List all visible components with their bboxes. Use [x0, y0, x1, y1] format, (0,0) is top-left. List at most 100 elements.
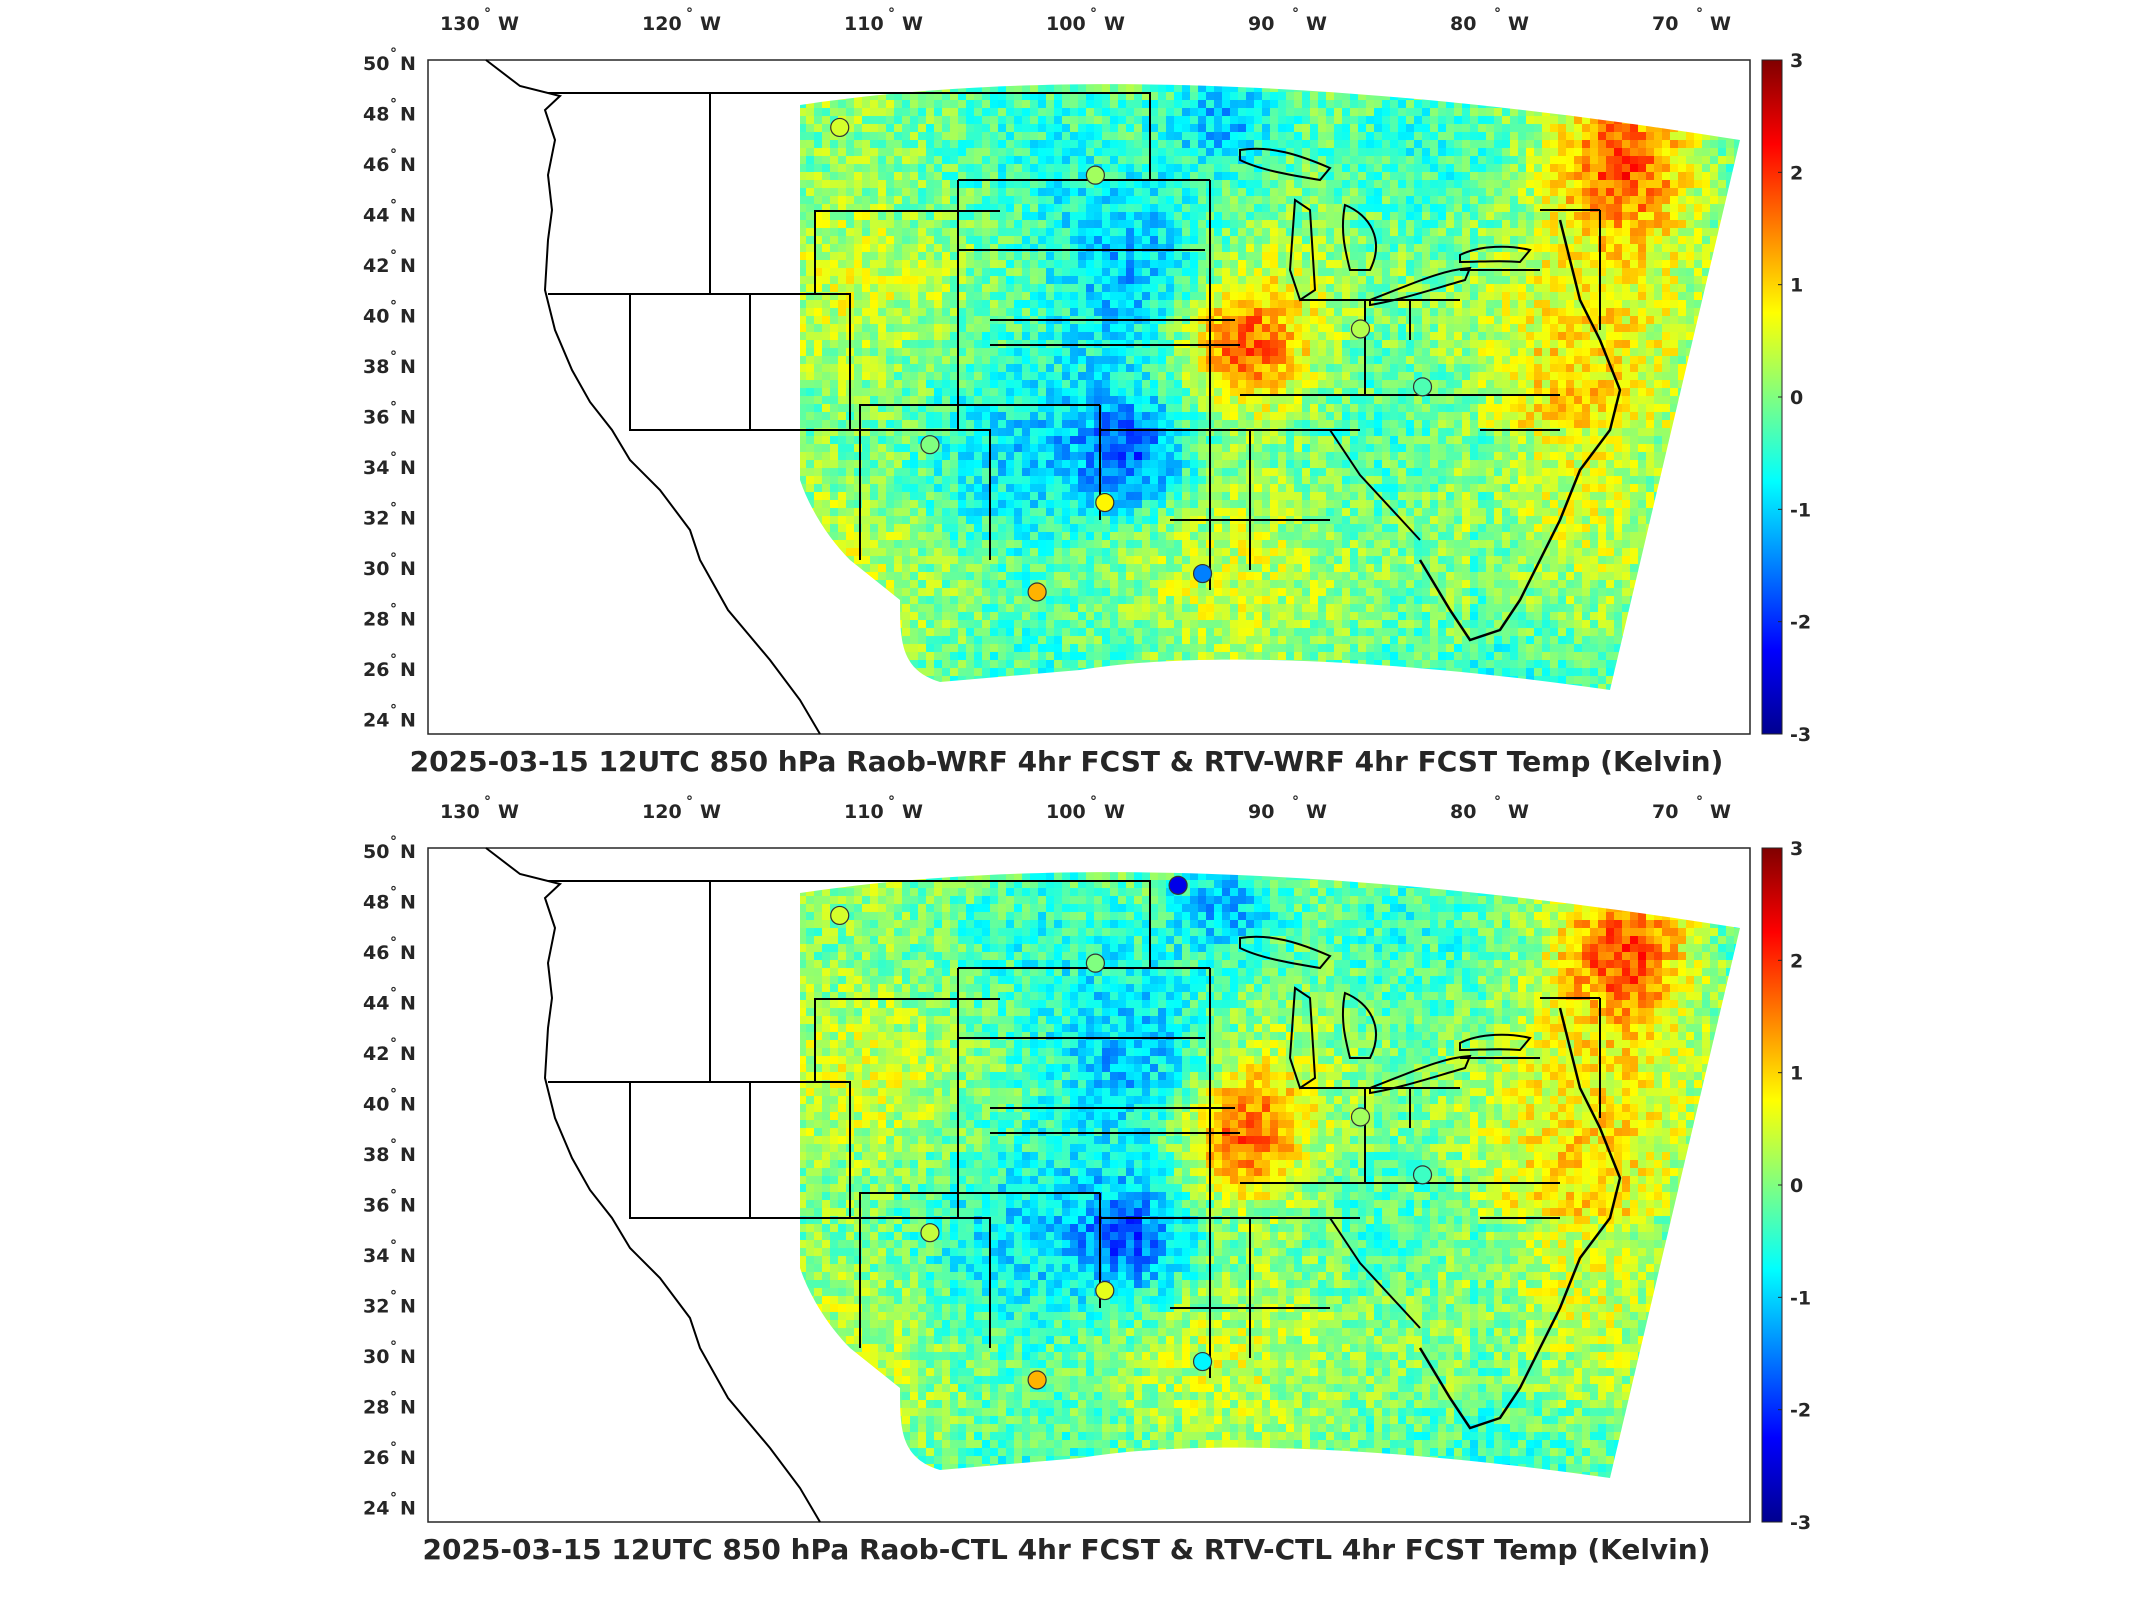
raob-stations: [830, 117, 1433, 602]
raob-station-marker: [1095, 492, 1115, 513]
degree-mark: °: [390, 97, 397, 113]
degree-mark: °: [484, 794, 491, 810]
lat-tick-label: 26: [363, 1447, 389, 1469]
lon-tick-label: 90: [1248, 801, 1274, 823]
degree-mark: °: [390, 46, 397, 62]
lon-hemisphere: W: [1508, 13, 1529, 35]
lon-tick-label: 110: [844, 13, 884, 35]
degree-mark: °: [390, 703, 397, 719]
lat-hemisphere: N: [400, 306, 416, 328]
degree-mark: °: [1292, 6, 1299, 22]
degree-mark: °: [390, 248, 397, 264]
colorbar-tick-label: 1: [1790, 1063, 1803, 1085]
lat-tick-label: 36: [363, 407, 389, 429]
raob-station-marker: [1085, 165, 1106, 185]
lat-tick-label: 28: [363, 1397, 389, 1419]
lon-tick-label: 90: [1248, 13, 1274, 35]
degree-mark: °: [390, 1390, 397, 1406]
raob-station-marker: [1192, 1351, 1213, 1372]
lon-hemisphere: W: [1104, 801, 1125, 823]
lat-tick-label: 32: [363, 508, 389, 530]
raob-station-marker: [1412, 1165, 1433, 1185]
lon-hemisphere: W: [1306, 13, 1327, 35]
state-boundaries: [485, 59, 1601, 735]
lat-tick-label: 48: [363, 104, 389, 126]
east-coastline: [1418, 1007, 1622, 1430]
lon-tick-label: 130: [440, 13, 480, 35]
colorbar-tick-label: -1: [1790, 1287, 1811, 1309]
lon-hemisphere: W: [1710, 801, 1731, 823]
lat-tick-label: 40: [363, 306, 389, 328]
lat-tick-label: 40: [363, 1094, 389, 1116]
lat-hemisphere: N: [400, 1195, 416, 1217]
temperature-difference-field: [800, 84, 1740, 691]
lat-tick-label: 44: [363, 205, 389, 227]
raob-station-marker: [1192, 563, 1213, 584]
degree-mark: °: [1696, 6, 1703, 22]
lat-hemisphere: N: [400, 710, 416, 732]
lon-tick-label: 100: [1046, 801, 1086, 823]
raob-station-marker: [830, 905, 850, 926]
raob-station-marker: [1350, 319, 1371, 339]
raob-station-marker: [920, 1223, 940, 1243]
state-boundaries: [485, 847, 1601, 1523]
lat-tick-label: 24: [363, 1498, 389, 1520]
lat-tick-label: 30: [363, 558, 389, 580]
raob-station-marker: [1168, 875, 1188, 895]
lat-tick-label: 42: [363, 1043, 389, 1065]
lat-hemisphere: N: [400, 1397, 416, 1419]
east-coastline: [1418, 219, 1622, 642]
lat-hemisphere: N: [400, 1346, 416, 1368]
great-lakes: [1239, 935, 1532, 1095]
lat-hemisphere: N: [400, 1094, 416, 1116]
degree-mark: °: [390, 400, 397, 416]
lon-tick-label: 100: [1046, 13, 1086, 35]
lat-hemisphere: N: [400, 841, 416, 863]
lat-hemisphere: N: [400, 942, 416, 964]
raob-station-marker: [920, 435, 940, 455]
lat-tick-label: 50: [363, 53, 389, 75]
lat-hemisphere: N: [400, 1296, 416, 1318]
degree-mark: °: [390, 1137, 397, 1153]
lon-hemisphere: W: [1508, 801, 1529, 823]
raob-station-marker: [1412, 377, 1433, 397]
lat-hemisphere: N: [400, 558, 416, 580]
degree-mark: °: [390, 1491, 397, 1507]
degree-mark: °: [1090, 6, 1097, 22]
degree-mark: °: [686, 6, 693, 22]
lat-hemisphere: N: [400, 659, 416, 681]
colorbar-tick-label: -3: [1790, 724, 1811, 746]
raob-stations: [830, 875, 1433, 1390]
map-svg-bottom: 130 ° W 120 ° W 110 ° W 100 ° W 90 ° W 80 ° W 70 ° W50 ° N48 ° N…: [363, 794, 1811, 1534]
lat-tick-label: 38: [363, 1144, 389, 1166]
lat-tick-label: 46: [363, 154, 389, 176]
degree-mark: °: [390, 1087, 397, 1103]
lat-tick-label: 44: [363, 993, 389, 1015]
lat-hemisphere: N: [400, 609, 416, 631]
temperature-difference-field: [800, 872, 1740, 1479]
colorbar-tick-label: -1: [1790, 499, 1811, 521]
lon-hemisphere: W: [700, 13, 721, 35]
raob-station-marker: [830, 117, 850, 138]
lon-hemisphere: W: [902, 13, 923, 35]
lat-hemisphere: N: [400, 1144, 416, 1166]
lon-hemisphere: W: [1710, 13, 1731, 35]
lon-tick-label: 110: [844, 801, 884, 823]
lon-tick-label: 120: [642, 13, 682, 35]
colorbar-tick-label: -3: [1790, 1512, 1811, 1534]
lat-hemisphere: N: [400, 104, 416, 126]
degree-mark: °: [390, 986, 397, 1002]
colorbar-tick-label: -2: [1790, 1400, 1811, 1422]
lon-hemisphere: W: [1104, 13, 1125, 35]
degree-mark: °: [390, 450, 397, 466]
panel-title-top: 2025-03-15 12UTC 850 hPa Raob-WRF 4hr FC…: [0, 745, 2133, 778]
degree-mark: °: [390, 1289, 397, 1305]
raob-station-marker: [1027, 1370, 1047, 1390]
map-panel-top: 130 ° W 120 ° W 110 ° W 100 ° W 90 ° W 80 ° W 70 ° W 50 ° N 48 ° N…: [0, 0, 2133, 790]
raob-station-marker: [1085, 953, 1106, 973]
map-panel-bottom: 130 ° W 120 ° W 110 ° W 100 ° W 90 ° W 80 ° W 70 ° W 50 ° N 48 ° N…: [0, 788, 2133, 1578]
degree-mark: °: [390, 1238, 397, 1254]
degree-mark: °: [390, 198, 397, 214]
lat-tick-label: 42: [363, 255, 389, 277]
degree-mark: °: [390, 1339, 397, 1355]
